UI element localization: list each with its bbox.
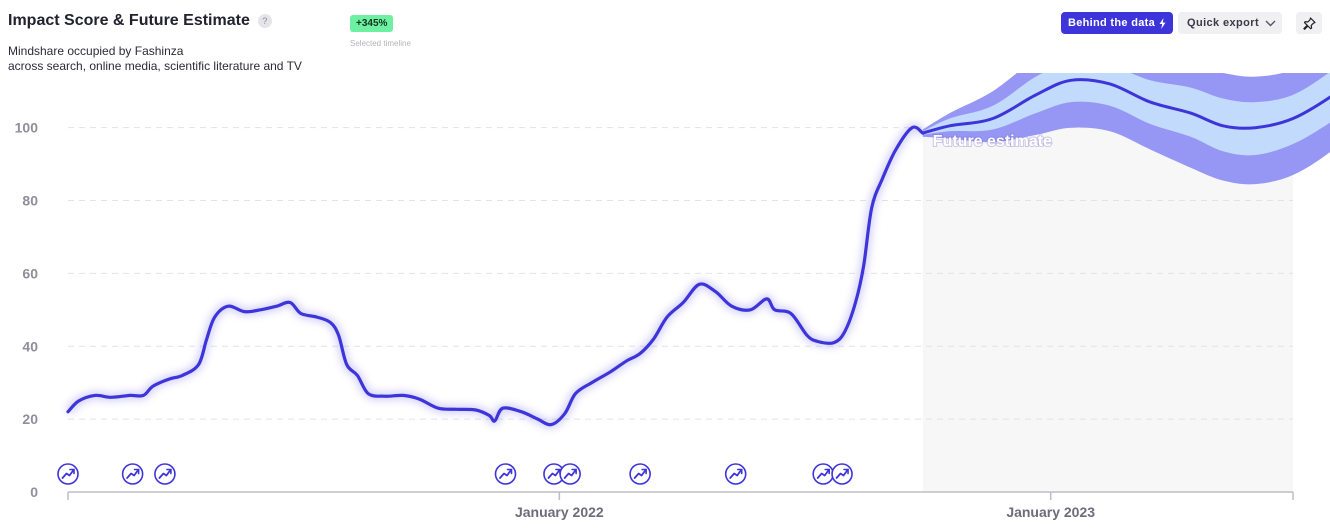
- chart-subtitle: Mindshare occupied by Fashinza across se…: [8, 44, 302, 74]
- trend-up-icon[interactable]: [831, 463, 853, 485]
- quick-export-label: Quick export: [1187, 17, 1260, 29]
- pin-icon: [1302, 16, 1316, 30]
- change-caption: Selected timeline: [350, 39, 411, 48]
- subtitle-line-1: Mindshare occupied by Fashinza: [8, 44, 184, 58]
- x-axis: January 2022 January 2023: [67, 491, 1294, 520]
- y-tick-label: 80: [22, 193, 38, 209]
- y-axis-ticks: 0 20 40 60 80 100: [15, 120, 39, 500]
- trend-up-icon[interactable]: [559, 463, 581, 485]
- trend-up-icon[interactable]: [494, 463, 517, 485]
- chevron-down-icon: [1265, 20, 1276, 26]
- y-tick-label: 40: [22, 338, 38, 354]
- trend-up-icon[interactable]: [629, 463, 651, 485]
- chart-title: Impact Score & Future Estimate: [8, 12, 250, 29]
- trend-up-icon[interactable]: [543, 463, 565, 485]
- series-line: [66, 125, 925, 427]
- x-tick-label: January 2022: [515, 504, 604, 520]
- bolt-icon: [1159, 17, 1166, 29]
- pin-button[interactable]: [1296, 12, 1322, 34]
- y-tick-label: 60: [22, 265, 38, 281]
- behind-the-data-button[interactable]: Behind the data: [1061, 12, 1174, 34]
- y-tick-label: 20: [22, 411, 38, 427]
- trend-up-icon[interactable]: [121, 463, 144, 485]
- trend-up-icon[interactable]: [812, 463, 834, 485]
- y-tick-label: 100: [15, 120, 39, 136]
- subtitle-line-2: across search, online media, scientific …: [8, 59, 302, 73]
- forecast-annotation: Future estimate: [933, 133, 1052, 150]
- behind-the-data-label: Behind the data: [1068, 17, 1156, 29]
- y-tick-label: 0: [30, 484, 38, 500]
- forecast-region: [922, 127, 1293, 493]
- trend-up-icon[interactable]: [724, 463, 747, 485]
- event-markers: [57, 463, 853, 485]
- change-badge: +345%: [350, 15, 394, 32]
- trend-up-icon[interactable]: [57, 463, 79, 485]
- quick-export-button[interactable]: Quick export: [1178, 12, 1283, 34]
- help-icon[interactable]: ?: [257, 14, 272, 28]
- x-tick-label: January 2023: [1006, 504, 1095, 520]
- forecast-median-line: [921, 78, 1330, 135]
- trend-up-icon[interactable]: [154, 463, 176, 485]
- series-line-glow: [65, 123, 926, 429]
- title-row: Impact Score & Future Estimate ?: [8, 12, 272, 30]
- forecast-inner-band: [922, 73, 1330, 156]
